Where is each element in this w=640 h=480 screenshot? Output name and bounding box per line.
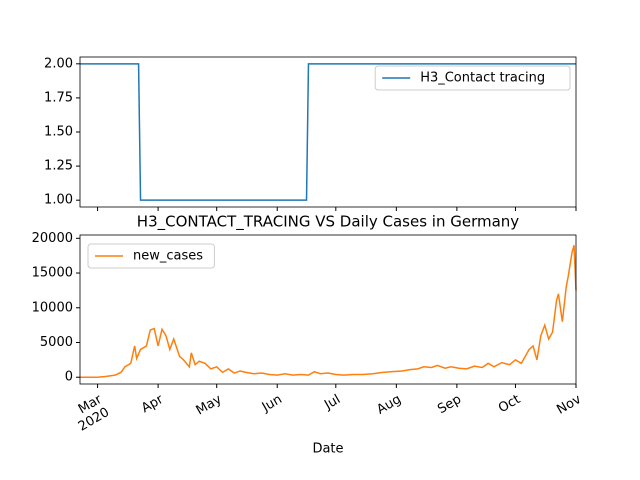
y-tick-label: 1.50 xyxy=(44,125,73,140)
chart-title: H3_CONTACT_TRACING VS Daily Cases in Ger… xyxy=(137,213,520,232)
legend-box xyxy=(87,243,215,269)
y-tick-label: 1.75 xyxy=(44,90,73,105)
y-tick-label: 15000 xyxy=(32,266,73,281)
y-tick-label: 2.00 xyxy=(44,56,73,71)
line-series xyxy=(80,245,577,378)
y-tick-label: 0 xyxy=(65,370,73,385)
y-tick-label: 1.00 xyxy=(44,193,73,208)
plot-frame xyxy=(79,234,577,385)
y-tick-label: 1.25 xyxy=(44,159,73,174)
y-tick-label: 5000 xyxy=(40,335,73,350)
legend-label: H3_Contact tracing xyxy=(420,71,545,86)
x-axis-label: Date xyxy=(312,442,343,457)
y-tick-label: 10000 xyxy=(32,300,73,315)
line-series xyxy=(80,63,576,201)
y-tick-label: 20000 xyxy=(32,231,73,246)
legend-label: new_cases xyxy=(133,249,203,264)
plot-frame xyxy=(79,56,577,208)
legend-box xyxy=(374,65,571,91)
